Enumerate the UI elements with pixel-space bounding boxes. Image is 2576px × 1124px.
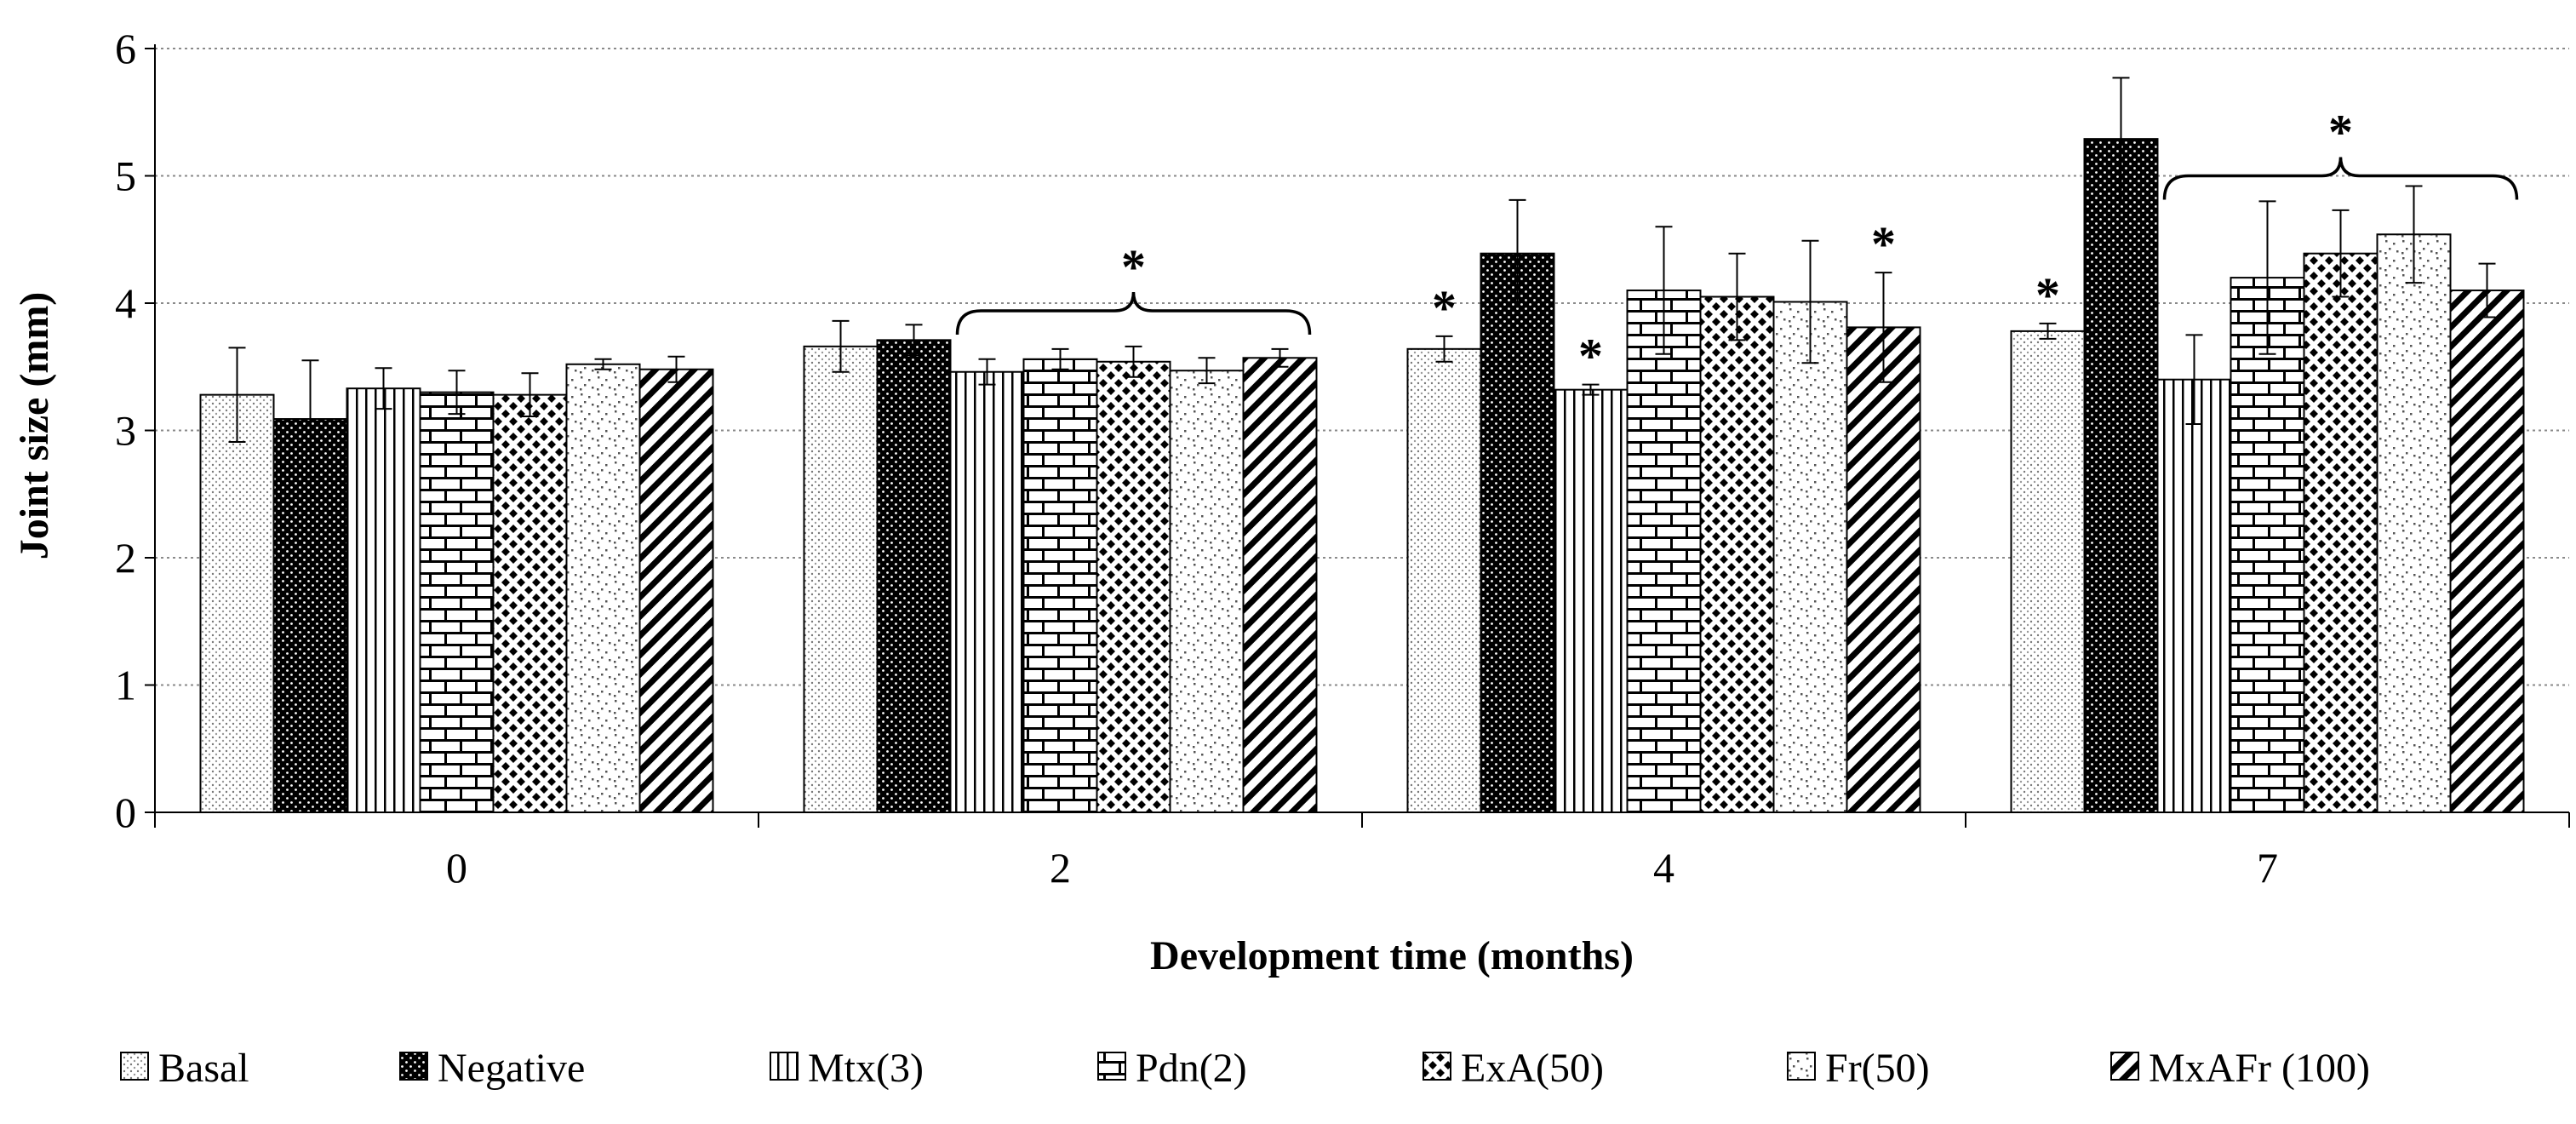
significance-star: * bbox=[1121, 239, 1146, 295]
legend-label: ExA(50) bbox=[1461, 1046, 1604, 1091]
y-tick-label: 0 bbox=[115, 789, 136, 836]
bar bbox=[272, 418, 348, 813]
legend-swatch bbox=[770, 1052, 799, 1081]
bar bbox=[949, 370, 1025, 814]
annotations: * * * * * * bbox=[955, 105, 2519, 384]
significance-star: * bbox=[1871, 216, 1896, 272]
bar bbox=[1772, 301, 1848, 813]
bar bbox=[419, 391, 495, 813]
legend-swatch bbox=[120, 1052, 149, 1081]
bar bbox=[1169, 370, 1245, 813]
bar bbox=[492, 393, 568, 813]
bar bbox=[803, 345, 879, 813]
bar bbox=[1846, 326, 1921, 813]
bar bbox=[346, 387, 421, 813]
bar bbox=[1406, 347, 1482, 813]
bar bbox=[199, 393, 275, 813]
bar bbox=[2230, 277, 2305, 814]
legend-label: Basal bbox=[158, 1046, 249, 1091]
significance-star: * bbox=[2035, 267, 2060, 323]
bar bbox=[876, 339, 952, 814]
legend-label: Pdn(2) bbox=[1136, 1046, 1247, 1091]
x-tick-label: 4 bbox=[1653, 844, 1674, 892]
legend-label: Fr(50) bbox=[1825, 1046, 1930, 1091]
y-tick-label: 2 bbox=[115, 534, 136, 582]
significance-star: * bbox=[1578, 329, 1603, 384]
legend-label: Mtx(3) bbox=[808, 1046, 924, 1091]
bar bbox=[2449, 290, 2525, 813]
x-tick-label: 0 bbox=[446, 844, 467, 892]
bar bbox=[2010, 330, 2086, 813]
x-tick-label: 2 bbox=[1050, 844, 1071, 892]
legend-swatch bbox=[1097, 1052, 1126, 1081]
bar bbox=[1480, 252, 1555, 813]
bar bbox=[2303, 252, 2379, 813]
bar bbox=[1699, 295, 1775, 813]
bar bbox=[638, 368, 714, 813]
axes: 0 1 2 3 4 5 6 0 2 4 7 bbox=[115, 25, 2570, 892]
legend-label: MxAFr (100) bbox=[2149, 1046, 2370, 1091]
legend-swatch bbox=[1423, 1052, 1451, 1081]
bar bbox=[1096, 360, 1171, 813]
y-tick-label: 4 bbox=[115, 279, 136, 327]
bar bbox=[2156, 378, 2232, 813]
significance-bracket bbox=[955, 291, 1312, 335]
bar bbox=[1022, 358, 1098, 813]
bar bbox=[1553, 388, 1629, 813]
y-tick-label: 3 bbox=[115, 407, 136, 455]
y-tick-label: 6 bbox=[115, 25, 136, 72]
legend-swatch bbox=[2110, 1052, 2139, 1081]
bars bbox=[199, 77, 2525, 814]
y-tick-label: 5 bbox=[115, 152, 136, 200]
y-tick-label: 1 bbox=[115, 662, 136, 709]
bar bbox=[2083, 138, 2159, 813]
bar bbox=[2376, 233, 2452, 813]
x-tick-label: 7 bbox=[2257, 844, 2278, 892]
bar bbox=[1242, 357, 1318, 814]
legend: Basal Negative Mtx(3) Pdn(2) ExA(50) Fr(50) Mx… bbox=[120, 1046, 2370, 1091]
x-axis-title: Development time (months) bbox=[1150, 933, 1634, 978]
y-axis-title: Joint size (mm) bbox=[12, 292, 57, 560]
significance-star: * bbox=[2328, 105, 2353, 160]
significance-star: * bbox=[1432, 280, 1457, 335]
legend-label: Negative bbox=[438, 1046, 585, 1091]
legend-swatch bbox=[1787, 1052, 1816, 1081]
bar bbox=[565, 363, 641, 813]
bar bbox=[1626, 290, 1702, 813]
legend-swatch bbox=[399, 1052, 428, 1081]
significance-bracket bbox=[2162, 157, 2519, 200]
